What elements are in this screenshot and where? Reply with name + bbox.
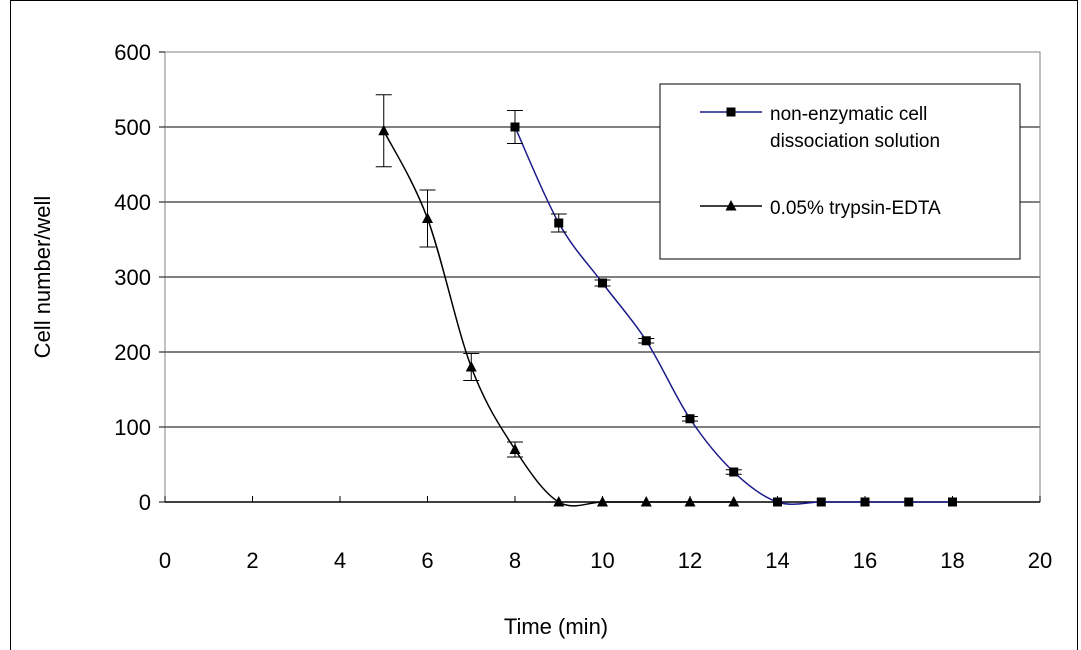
data-point — [641, 336, 651, 346]
data-point — [816, 497, 826, 507]
x-axis-title: Time (min) — [504, 614, 608, 639]
y-tick-label: 0 — [139, 490, 151, 515]
data-point — [510, 122, 520, 132]
y-tick-label: 400 — [114, 190, 151, 215]
legend-entry: non-enzymatic cell dissociation solution — [700, 104, 940, 152]
series-line — [383, 130, 734, 507]
legend-label: dissociation solution — [770, 131, 940, 152]
y-tick-label: 600 — [114, 40, 151, 65]
x-tick-label: 0 — [159, 548, 171, 573]
data-point — [553, 496, 565, 507]
data-point — [554, 218, 564, 228]
data-point — [640, 496, 652, 507]
data-point — [598, 278, 607, 288]
series-trypsin-edta — [375, 94, 740, 507]
y-axis-title: Cell number/well — [30, 196, 55, 359]
y-tick-label: 100 — [114, 415, 151, 440]
data-point — [728, 496, 740, 507]
axes: 0 100 200 300 400 500 600 0 2 4 6 8 10 12 14 16 18 20 — [114, 40, 1052, 573]
data-point — [729, 467, 739, 477]
series-non-enzymatic — [507, 110, 957, 507]
x-tick-label: 8 — [509, 548, 521, 573]
x-tick-label: 12 — [678, 548, 702, 573]
legend-marker — [726, 107, 736, 117]
x-tick-label: 10 — [590, 548, 614, 573]
y-tick-label: 500 — [114, 115, 151, 140]
data-point — [860, 497, 870, 507]
x-tick-label: 6 — [421, 548, 433, 573]
legend-label: 0.05% trypsin-EDTA — [770, 198, 941, 219]
x-tick-label: 4 — [334, 548, 346, 573]
legend-label: non-enzymatic cell — [770, 104, 927, 125]
x-tick-label: 2 — [246, 548, 258, 573]
data-point — [597, 496, 608, 507]
legend-marker — [725, 200, 737, 211]
data-point — [685, 414, 695, 424]
data-point — [773, 497, 782, 507]
data-point — [948, 497, 957, 507]
data-point — [378, 124, 390, 136]
data-point — [422, 212, 433, 223]
x-tick-label: 16 — [853, 548, 877, 573]
data-point — [684, 496, 696, 507]
x-tick-label: 20 — [1028, 548, 1052, 573]
y-tick-label: 300 — [114, 265, 151, 290]
chart-frame — [10, 0, 1078, 650]
data-point — [904, 497, 914, 507]
data-point — [509, 443, 521, 454]
x-tick-label: 18 — [940, 548, 964, 573]
series-line — [514, 126, 953, 505]
data-point — [465, 361, 477, 372]
y-tick-label: 200 — [114, 340, 151, 365]
x-tick-label: 14 — [765, 548, 789, 573]
series-layer — [375, 94, 957, 507]
legend-box — [659, 83, 1021, 260]
legend-entry: 0.05% trypsin-EDTA — [700, 198, 941, 219]
legend: non-enzymatic cell dissociation solution 0… — [659, 83, 1021, 260]
